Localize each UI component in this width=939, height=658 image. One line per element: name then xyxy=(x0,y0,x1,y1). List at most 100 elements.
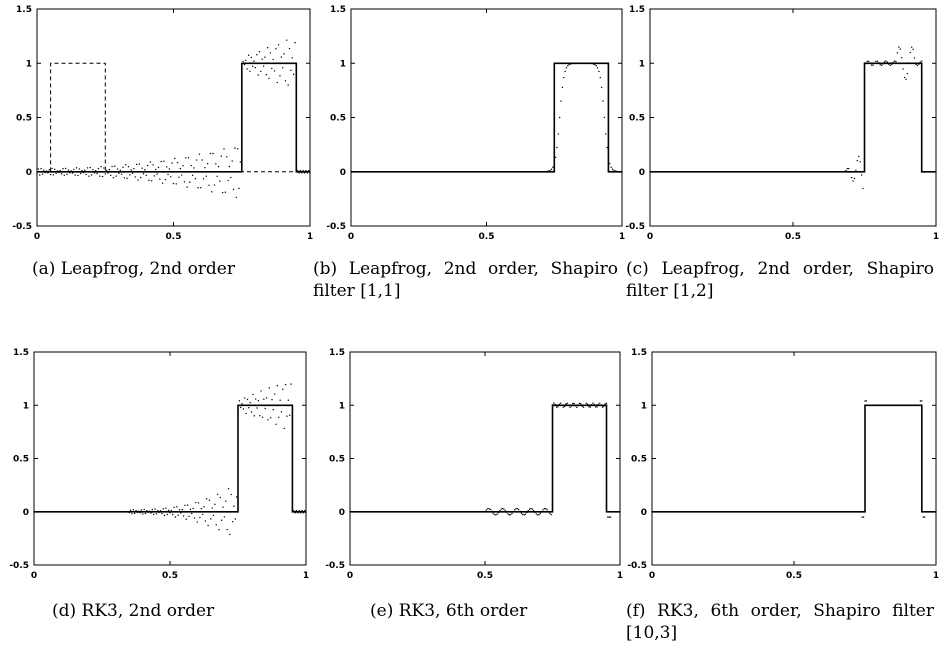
data-point xyxy=(845,169,847,172)
data-point xyxy=(275,48,277,50)
y-tick-label: 0.5 xyxy=(13,455,29,465)
data-point xyxy=(225,500,227,502)
data-point xyxy=(786,511,788,513)
data-point xyxy=(135,163,138,166)
data-point xyxy=(134,176,136,178)
data-point xyxy=(653,171,655,173)
data-point xyxy=(894,404,896,406)
data-point xyxy=(705,171,707,173)
data-point xyxy=(297,512,299,514)
data-point xyxy=(71,172,74,174)
data-point xyxy=(531,508,533,510)
data-point xyxy=(227,179,229,182)
data-point xyxy=(430,171,432,173)
data-point xyxy=(485,509,488,511)
data-point xyxy=(481,171,484,173)
data-point xyxy=(590,404,593,406)
y-tick-label: 0 xyxy=(339,508,345,518)
data-point xyxy=(57,511,60,513)
data-point xyxy=(282,67,284,69)
data-point xyxy=(403,511,405,513)
data-point xyxy=(365,171,367,173)
data-point xyxy=(358,171,360,173)
data-point xyxy=(713,171,716,173)
data-point xyxy=(428,171,431,173)
data-point xyxy=(492,512,494,514)
data-point xyxy=(507,171,509,173)
data-point xyxy=(921,60,923,62)
data-point xyxy=(260,390,262,392)
data-point xyxy=(875,404,878,406)
data-point xyxy=(866,60,869,62)
data-point xyxy=(166,513,168,516)
data-point xyxy=(73,168,75,171)
data-point xyxy=(242,60,244,63)
data-point xyxy=(819,171,821,173)
data-point xyxy=(523,514,525,516)
data-point xyxy=(869,404,872,406)
data-point xyxy=(78,511,80,513)
data-point xyxy=(514,509,516,511)
data-point xyxy=(841,511,843,513)
y-tick-label: -0.5 xyxy=(627,561,647,571)
data-point xyxy=(493,171,496,173)
data-point xyxy=(835,511,838,513)
data-point xyxy=(303,509,306,512)
data-point xyxy=(489,171,492,173)
data-point xyxy=(303,172,306,174)
data-point xyxy=(75,167,78,169)
data-point xyxy=(198,153,201,155)
caption-a: (a) Leapfrog, 2nd order xyxy=(32,259,235,279)
data-point xyxy=(227,488,230,490)
data-point xyxy=(803,171,806,173)
data-point xyxy=(126,177,128,180)
data-point xyxy=(239,161,242,163)
data-point xyxy=(852,511,855,513)
data-point xyxy=(252,393,254,396)
data-point xyxy=(142,173,145,175)
data-point xyxy=(62,168,64,170)
data-point xyxy=(666,171,668,173)
data-point xyxy=(41,173,44,175)
y-tick-label: 1 xyxy=(340,59,346,69)
data-point xyxy=(605,402,608,404)
data-point xyxy=(298,172,300,174)
data-point xyxy=(726,171,728,173)
data-point xyxy=(34,511,37,513)
data-point xyxy=(605,133,607,135)
data-point xyxy=(121,511,124,513)
data-point xyxy=(297,169,299,172)
chart-c: 1.510.50-0.50 0.5 1 xyxy=(625,5,939,242)
data-point xyxy=(466,511,469,513)
data-point xyxy=(66,173,68,176)
data-point xyxy=(833,171,836,173)
data-point xyxy=(305,512,307,514)
data-point xyxy=(902,404,905,406)
data-point xyxy=(119,169,121,172)
data-point xyxy=(203,506,205,508)
numerical-solution-series xyxy=(651,400,937,518)
data-point xyxy=(845,511,848,513)
data-point xyxy=(743,511,745,513)
data-point xyxy=(766,511,768,513)
data-point xyxy=(732,171,734,173)
plot-frame xyxy=(33,351,307,566)
data-point xyxy=(926,511,929,513)
data-point xyxy=(896,404,899,406)
data-point xyxy=(79,172,82,175)
data-point xyxy=(210,518,212,520)
data-point xyxy=(249,70,251,73)
data-point xyxy=(47,172,49,174)
data-point xyxy=(101,175,104,178)
data-point xyxy=(686,171,688,173)
data-point xyxy=(435,171,438,173)
data-point xyxy=(208,184,210,186)
data-point xyxy=(171,162,173,164)
data-point xyxy=(40,511,42,513)
data-point xyxy=(701,511,703,513)
data-point xyxy=(88,175,90,177)
y-tick-label: -0.5 xyxy=(326,222,346,232)
data-point xyxy=(549,512,551,515)
data-point xyxy=(422,511,424,513)
data-point xyxy=(489,508,492,511)
